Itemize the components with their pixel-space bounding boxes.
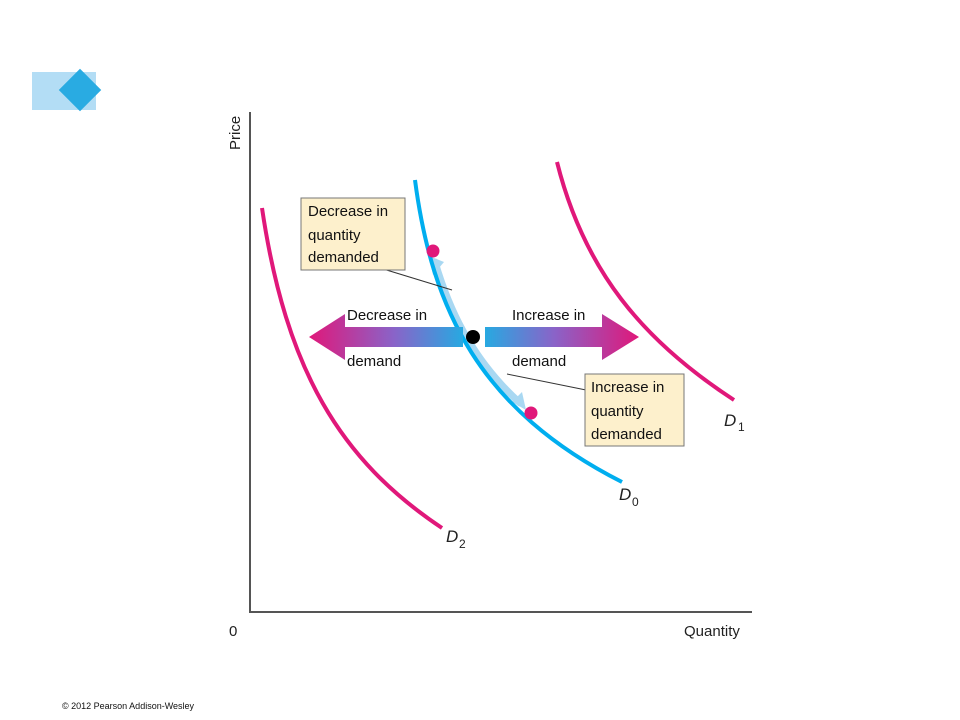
increase-demand-arrow — [485, 314, 639, 360]
demand-curve-d2 — [260, 207, 444, 530]
curve-label-letter: D — [619, 485, 631, 504]
curve-label-d0: D 0 — [619, 485, 639, 509]
y-axis-label: Price — [227, 116, 244, 150]
curve-label-subscript: 0 — [632, 495, 639, 509]
curve-label-subscript: 2 — [459, 537, 466, 551]
callout-text: demanded — [591, 426, 662, 443]
callout-leader-line — [506, 373, 587, 391]
curve-label-subscript: 1 — [738, 420, 745, 434]
curve-label-letter: D — [446, 527, 458, 546]
callout-text: quantity — [308, 227, 361, 244]
initial-equilibrium-point — [466, 330, 480, 344]
origin-label: 0 — [229, 623, 237, 640]
callout-text: Decrease in — [308, 203, 388, 220]
axes: Price Quantity 0 — [227, 112, 752, 640]
increase-demand-label-2: demand — [512, 353, 566, 370]
lower-price-point — [524, 406, 538, 420]
x-axis-label: Quantity — [684, 623, 740, 640]
callout-increase-quantity-demanded: Increase in quantity demanded — [506, 373, 685, 447]
curve-label-letter: D — [724, 411, 736, 430]
section-tab-icon — [32, 68, 102, 112]
demand-curve-d0 — [413, 179, 623, 484]
curve-label-d2: D 2 — [446, 527, 466, 551]
higher-price-point — [426, 244, 440, 258]
callout-text: demanded — [308, 249, 379, 266]
callout-text: quantity — [591, 403, 644, 420]
callout-text: Increase in — [591, 379, 664, 396]
increase-demand-label-1: Increase in — [512, 307, 585, 324]
demand-curve-d1 — [555, 161, 736, 402]
curve-label-d1: D 1 — [724, 411, 745, 434]
callout-decrease-quantity-demanded: Decrease in quantity demanded — [300, 197, 453, 291]
decrease-demand-label-2: demand — [347, 353, 401, 370]
decrease-demand-label-1: Decrease in — [347, 307, 427, 324]
decrease-demand-arrow — [309, 314, 463, 360]
callout-leader-line — [379, 267, 453, 291]
copyright-notice: © 2012 Pearson Addison-Wesley — [62, 701, 195, 711]
